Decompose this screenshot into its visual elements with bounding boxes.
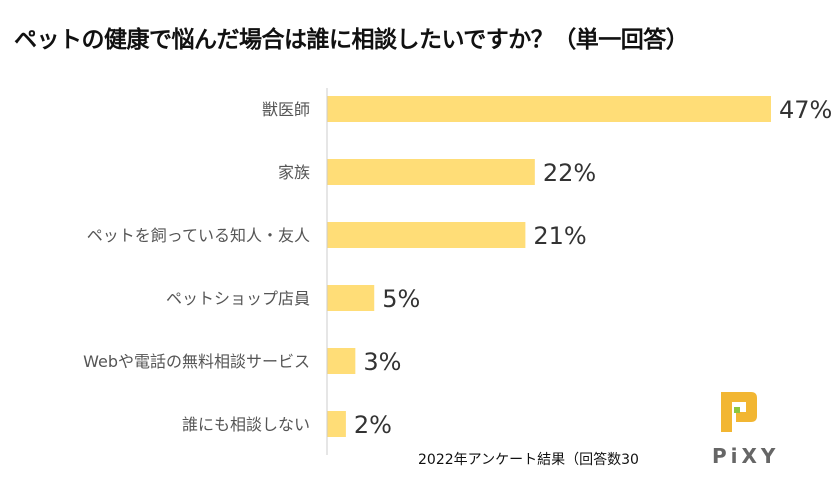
bar [327, 96, 771, 122]
category-label: 誰にも相談しない [182, 415, 310, 434]
logo-text: PiXY [712, 444, 780, 468]
bar [327, 348, 356, 374]
footnote: 2022年アンケート結果（回答数30 [418, 452, 639, 468]
pixy-logo-icon [721, 392, 757, 432]
data-label: 22% [543, 159, 596, 187]
bar [327, 285, 375, 311]
bar [327, 411, 346, 437]
data-label: 3% [363, 348, 401, 376]
pixy-logo: PiXY [712, 390, 782, 477]
category-label: ペットショップ店員 [166, 289, 310, 308]
category-label: 家族 [278, 163, 310, 182]
data-label: 47% [779, 96, 832, 124]
data-label: 2% [354, 411, 392, 439]
category-label: 獣医師 [262, 100, 310, 119]
category-label: Webや電話の無料相談サービス [83, 352, 310, 371]
category-label: ペットを飼っている知人・友人 [87, 226, 310, 245]
data-label: 21% [533, 222, 586, 250]
chart-title: ペットの健康で悩んだ場合は誰に相談したいですか？（単一回答） [14, 27, 689, 53]
bar [327, 159, 535, 185]
data-label: 5% [382, 285, 420, 313]
bar [327, 222, 526, 248]
